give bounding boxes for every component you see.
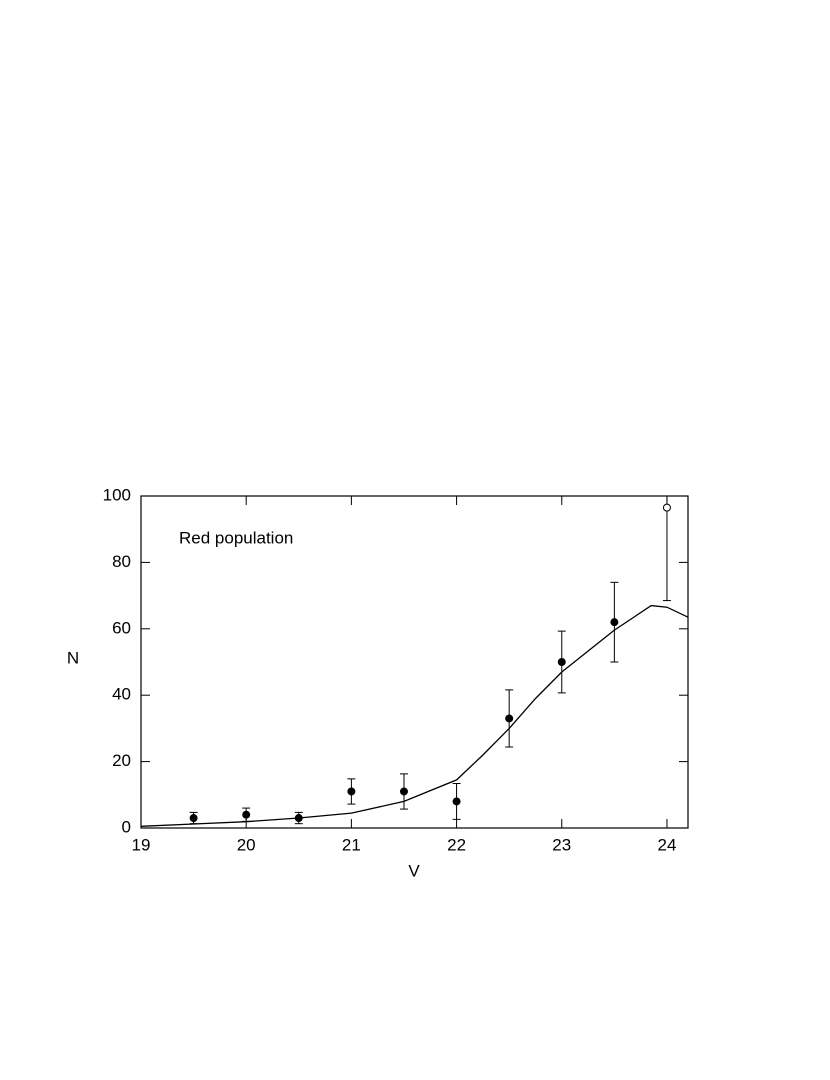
x-tick-label: 20 [237,835,256,854]
data-point [557,658,566,666]
data-point [294,814,303,823]
data-point [399,787,408,796]
x-tick-label: 24 [658,835,677,854]
y-axis-label: N [67,648,79,667]
annotation: Red population [179,528,293,547]
y-tick-label: 100 [103,485,131,504]
y-tick-label: 40 [112,685,131,704]
x-tick-label: 23 [552,835,571,854]
x-tick-label: 21 [342,835,361,854]
data-point [610,618,619,627]
x-tick-label: 19 [132,835,151,854]
data-point [505,714,514,723]
y-tick-label: 80 [112,552,131,571]
data-point [347,787,356,796]
y-tick-label: 0 [122,817,131,836]
data-point [662,503,671,512]
fit-curve [140,604,689,827]
y-tick-label: 60 [112,618,131,637]
data-point [242,810,251,819]
y-tick-label: 20 [112,751,131,770]
plot-frame [140,495,689,829]
data-point [452,797,461,806]
data-point [189,814,198,823]
x-axis-label: V [408,861,420,880]
x-tick-label: 22 [447,835,466,854]
